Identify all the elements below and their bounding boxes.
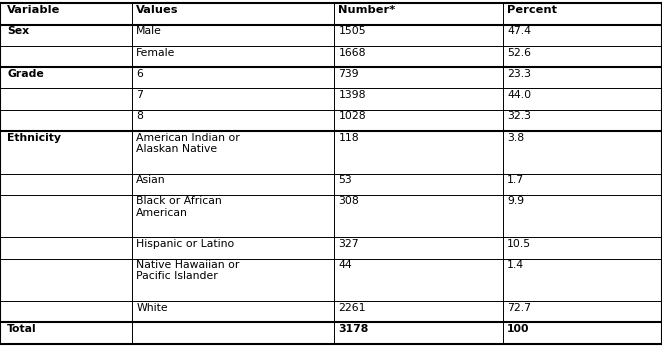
Text: 1668: 1668 [338, 48, 366, 58]
Text: Alaskan Native: Alaskan Native [136, 144, 218, 154]
Text: 23.3: 23.3 [507, 69, 531, 79]
Text: Percent: Percent [507, 5, 557, 15]
Text: Asian: Asian [136, 175, 166, 185]
Text: 7: 7 [136, 90, 143, 100]
Text: 47.4: 47.4 [507, 26, 531, 36]
Text: 1398: 1398 [338, 90, 366, 100]
Text: 9.9: 9.9 [507, 196, 524, 206]
Text: 10.5: 10.5 [507, 239, 531, 249]
Text: Pacific Islander: Pacific Islander [136, 271, 218, 281]
Text: 1028: 1028 [338, 111, 366, 121]
Text: Black or African: Black or African [136, 196, 222, 206]
Text: 1.7: 1.7 [507, 175, 524, 185]
Text: 3178: 3178 [338, 324, 369, 334]
Text: White: White [136, 303, 168, 313]
Text: Male: Male [136, 26, 162, 36]
Text: Values: Values [136, 5, 179, 15]
Text: 44: 44 [338, 260, 352, 270]
Text: 3.8: 3.8 [507, 133, 524, 143]
Text: 739: 739 [338, 69, 359, 79]
Text: 118: 118 [338, 133, 359, 143]
Text: 6: 6 [136, 69, 143, 79]
Text: Hispanic or Latino: Hispanic or Latino [136, 239, 234, 249]
Text: 1.4: 1.4 [507, 260, 524, 270]
Text: American Indian or: American Indian or [136, 133, 240, 143]
Text: Female: Female [136, 48, 175, 58]
Text: 308: 308 [338, 196, 359, 206]
Text: 52.6: 52.6 [507, 48, 531, 58]
Text: 72.7: 72.7 [507, 303, 531, 313]
Text: 1505: 1505 [338, 26, 366, 36]
Text: 2261: 2261 [338, 303, 366, 313]
Text: 327: 327 [338, 239, 359, 249]
Text: 8: 8 [136, 111, 143, 121]
Text: Total: Total [7, 324, 37, 334]
Text: Ethnicity: Ethnicity [7, 133, 62, 143]
Text: 44.0: 44.0 [507, 90, 531, 100]
Text: American: American [136, 208, 188, 218]
Text: Sex: Sex [7, 26, 29, 36]
Text: 32.3: 32.3 [507, 111, 531, 121]
Text: 53: 53 [338, 175, 352, 185]
Text: 100: 100 [507, 324, 530, 334]
Text: Grade: Grade [7, 69, 44, 79]
Text: Variable: Variable [7, 5, 61, 15]
Text: Native Hawaiian or: Native Hawaiian or [136, 260, 240, 270]
Text: Number*: Number* [338, 5, 395, 15]
